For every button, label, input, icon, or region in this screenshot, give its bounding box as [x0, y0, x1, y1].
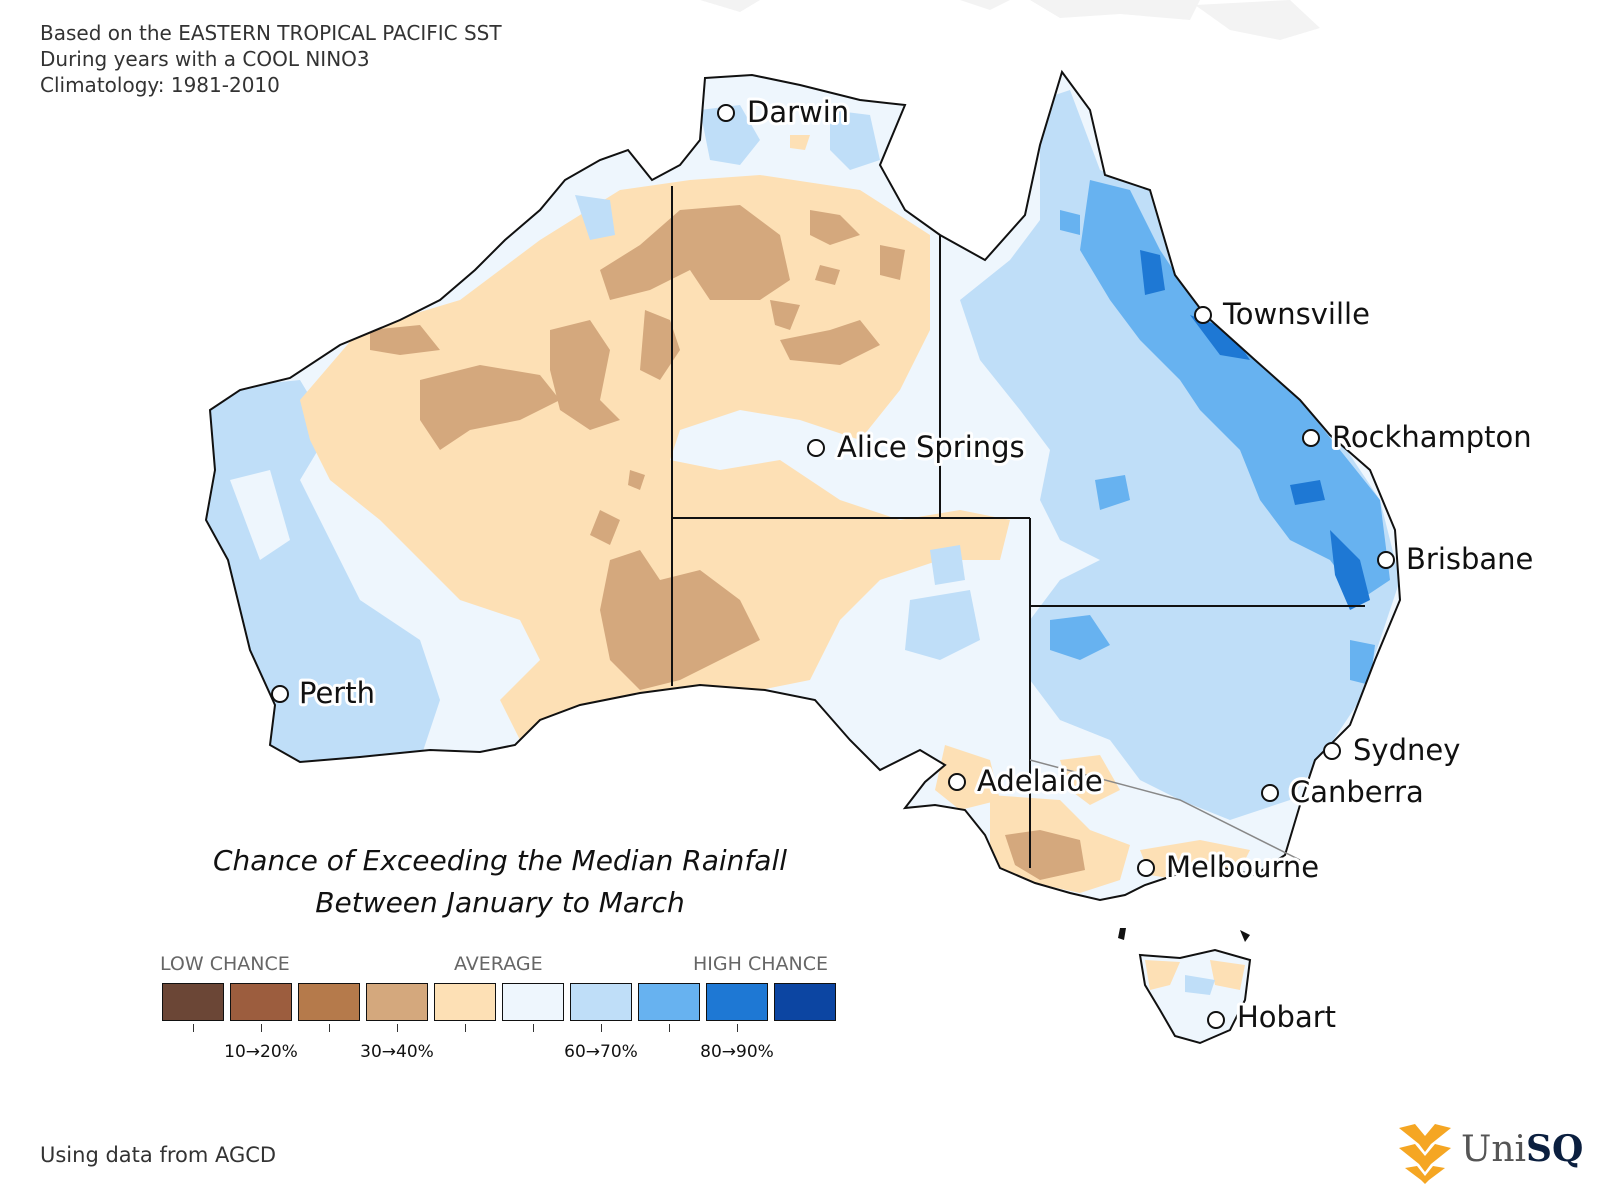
legend-tick [737, 1024, 738, 1032]
legend-swatch-8 [638, 983, 700, 1021]
state-borders [671, 186, 1365, 868]
subtitle-line-1: Based on the EASTERN TROPICAL PACIFIC SS… [40, 21, 502, 45]
city-hobart: Hobart [1207, 997, 1339, 1037]
city-melbourne: Melbourne [1137, 847, 1322, 887]
unisq-logo-text: UniSQ [1461, 1128, 1583, 1170]
tasmania [1118, 928, 1252, 1045]
legend-high-label: HIGH CHANCE [693, 953, 828, 975]
legend-average-label: AVERAGE [454, 953, 543, 975]
legend-tick [601, 1024, 602, 1032]
city-label-adelaide: Adelaide [977, 764, 1103, 798]
title-line-1: Chance of Exceeding the Median Rainfall [213, 844, 787, 877]
legend-swatch-9 [706, 983, 768, 1021]
logo-text-uni: Uni [1461, 1129, 1527, 1170]
city-label-darwin: Darwin [747, 95, 849, 129]
city-townsville: Townsville [1194, 294, 1373, 334]
city-label-alice-springs: Alice Springs [837, 430, 1025, 464]
legend-tick-label: 80→90% [700, 1042, 774, 1062]
legend-swatch-1 [162, 983, 224, 1021]
city-label-townsville: Townsville [1222, 297, 1370, 331]
city-rockhampton: Rockhampton [1302, 417, 1535, 457]
legend-tick [465, 1024, 466, 1032]
mainland [204, 69, 1402, 902]
city-adelaide: Adelaide [948, 761, 1106, 801]
neighbouring-land [700, 0, 1320, 40]
legend-swatch-2 [230, 983, 292, 1021]
legend-tick-label: 10→20% [224, 1042, 298, 1062]
legend-tick [669, 1024, 670, 1032]
city-label-perth: Perth [299, 676, 375, 710]
legend-swatch-3 [298, 983, 360, 1021]
city-label-brisbane: Brisbane [1406, 542, 1533, 576]
legend-headings: LOW CHANCE AVERAGE HIGH CHANCE [160, 953, 840, 977]
data-source-note: Using data from AGCD [40, 1143, 277, 1167]
legend-tick-label: 60→70% [564, 1042, 638, 1062]
legend-tick [193, 1024, 194, 1032]
legend-tick [329, 1024, 330, 1032]
legend-swatch-5 [434, 983, 496, 1021]
city-label-canberra: Canberra [1290, 775, 1424, 809]
legend-swatch-7 [570, 983, 632, 1021]
legend-tick [533, 1024, 534, 1032]
city-label-sydney: Sydney [1353, 733, 1460, 767]
city-alice-springs: Alice Springs [807, 427, 1028, 467]
unisq-logo: UniSQ [1395, 1122, 1583, 1184]
legend-tick [397, 1024, 398, 1032]
unisq-logo-icon [1399, 1124, 1451, 1184]
legend-low-label: LOW CHANCE [160, 953, 290, 975]
city-label-melbourne: Melbourne [1166, 850, 1319, 884]
logo-text-sq: SQ [1526, 1128, 1584, 1170]
legend-swatch-10 [774, 983, 836, 1021]
legend-swatch-6 [502, 983, 564, 1021]
city-sydney: Sydney [1323, 730, 1463, 770]
city-perth: Perth [271, 673, 378, 713]
city-darwin: Darwin [717, 92, 852, 132]
title-line-2: Between January to March [315, 886, 685, 919]
city-label-hobart: Hobart [1237, 1000, 1336, 1034]
city-canberra: Canberra [1261, 772, 1427, 812]
subtitle-line-3: Climatology: 1981-2010 [40, 73, 280, 97]
legend-tick [261, 1024, 262, 1032]
map-title: Chance of Exceeding the Median Rainfall … [150, 840, 850, 924]
subtitle-line-2: During years with a COOL NINO3 [40, 47, 370, 71]
city-label-rockhampton: Rockhampton [1332, 420, 1532, 454]
city-brisbane: Brisbane [1377, 539, 1536, 579]
legend-tick-label: 30→40% [360, 1042, 434, 1062]
map-subtitle-block: Based on the EASTERN TROPICAL PACIFIC SS… [40, 20, 502, 98]
legend-swatch-4 [366, 983, 428, 1021]
